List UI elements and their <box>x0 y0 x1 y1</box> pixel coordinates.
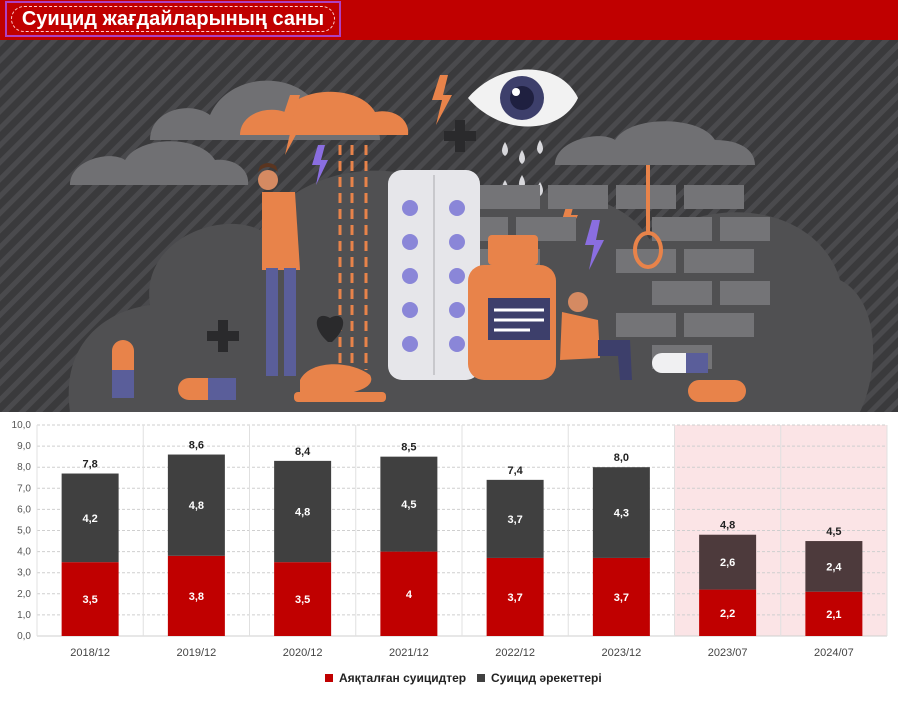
bar-completed <box>805 591 863 636</box>
orange-puddle <box>294 364 386 402</box>
header-bar: Суицид жағдайларының саны <box>0 0 898 40</box>
bar-completed <box>592 557 650 636</box>
x-tick-label: 2024/07 <box>814 647 854 659</box>
data-label-attempts: 4,5 <box>401 499 416 511</box>
data-label-total: 8,0 <box>614 452 629 464</box>
eye-icon <box>468 69 578 127</box>
medicine-bottle <box>468 235 556 380</box>
y-tick-label: 9,0 <box>17 441 31 452</box>
bar-attempts <box>167 454 225 556</box>
data-label-attempts: 2,6 <box>720 557 735 569</box>
x-tick-label: 2021/12 <box>389 647 429 659</box>
data-label-attempts: 4,8 <box>295 507 310 519</box>
y-tick-label: 6,0 <box>17 504 31 515</box>
bar-attempts <box>486 479 544 558</box>
y-tick-label: 7,0 <box>17 483 31 494</box>
bar-attempts <box>592 467 650 558</box>
bar-attempts <box>805 541 863 592</box>
y-tick-label: 2,0 <box>17 589 31 600</box>
data-label-completed: 3,5 <box>82 594 97 606</box>
pill-pack <box>388 170 480 380</box>
data-label-total: 4,5 <box>826 526 841 538</box>
x-tick-label: 2018/12 <box>70 647 110 659</box>
bar-completed <box>699 589 757 636</box>
data-label-completed: 3,8 <box>189 591 204 603</box>
y-tick-label: 5,0 <box>17 526 31 537</box>
legend-swatch-completed <box>325 674 333 682</box>
data-label-completed: 3,5 <box>295 594 310 606</box>
data-label-total: 4,8 <box>720 520 735 532</box>
data-label-completed: 3,7 <box>614 592 629 604</box>
capsules <box>112 340 746 402</box>
chart: 0,0 1,0 2,0 3,0 4,0 5,0 6,0 7,0 8,0 9,0 10,0 3,5 4,… <box>12 420 888 685</box>
x-tick-label: 2020/12 <box>283 647 323 659</box>
data-label-total: 7,8 <box>82 459 97 471</box>
x-tick-label: 2019/12 <box>176 647 216 659</box>
bar-completed <box>61 562 119 636</box>
title-pill <box>11 6 335 32</box>
data-label-total: 8,5 <box>401 442 416 454</box>
bar-attempts <box>699 534 757 590</box>
bar-attempts <box>61 473 119 563</box>
noose-icon <box>633 165 663 269</box>
data-label-attempts: 4,2 <box>82 513 97 525</box>
bar-completed <box>486 557 544 636</box>
data-label-attempts: 3,7 <box>507 514 522 526</box>
page-title: Суицид жағдайларының саны <box>21 8 325 30</box>
data-label-attempts: 4,8 <box>189 500 204 512</box>
title-box: Суицид жағдайларының саны <box>5 1 341 37</box>
y-tick-label: 0,0 <box>17 631 31 642</box>
y-tick-label: 1,0 <box>17 610 31 621</box>
bar-attempts <box>380 456 438 552</box>
legend-swatch-attempts <box>477 674 485 682</box>
data-label-attempts: 4,3 <box>614 508 629 520</box>
broken-heart-icon <box>316 315 344 342</box>
sitting-person <box>560 292 632 380</box>
data-label-total: 7,4 <box>507 465 523 477</box>
data-label-completed: 2,1 <box>826 609 841 621</box>
data-label-total: 8,4 <box>295 446 311 458</box>
bar-completed <box>380 551 438 636</box>
y-tick-label: 3,0 <box>17 568 31 579</box>
bar-attempts <box>274 460 332 563</box>
bar-completed <box>167 555 225 636</box>
y-tick-label: 10,0 <box>12 420 32 431</box>
bar-completed <box>274 562 332 636</box>
data-label-completed: 3,7 <box>507 592 522 604</box>
y-tick-label: 4,0 <box>17 547 31 558</box>
x-tick-label: 2023/12 <box>601 647 641 659</box>
purple-lightning-icons <box>312 145 604 270</box>
data-label-total: 8,6 <box>189 440 204 452</box>
data-label-completed: 2,2 <box>720 608 735 620</box>
standing-person <box>258 163 300 376</box>
illustration <box>0 40 898 412</box>
x-tick-label: 2022/12 <box>495 647 535 659</box>
data-label-completed: 4 <box>406 589 413 601</box>
y-tick-label: 8,0 <box>17 462 31 473</box>
data-label-attempts: 2,4 <box>826 561 842 573</box>
x-tick-label: 2023/07 <box>708 647 748 659</box>
plus-icons <box>207 120 476 352</box>
legend-label-attempts: Суицид әрекеттері <box>491 671 602 685</box>
legend-label-completed: Аяқталған суицидтер <box>339 671 466 685</box>
